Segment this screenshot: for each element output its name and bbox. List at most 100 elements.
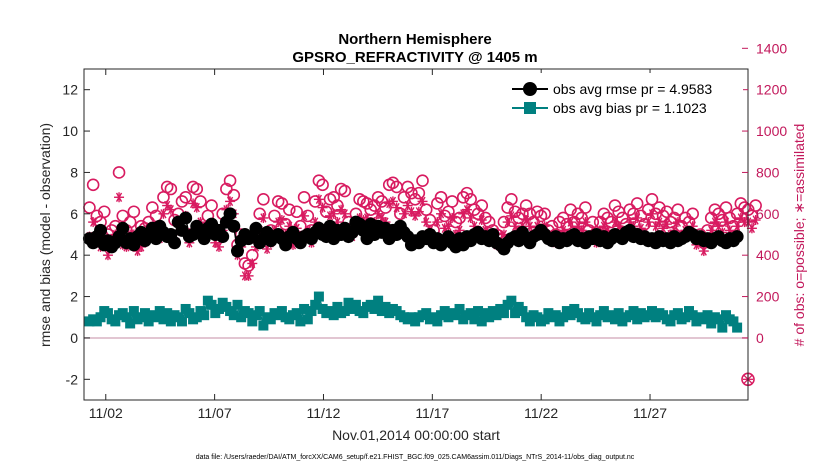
chart-title: Northern Hemisphere: [338, 31, 491, 48]
bias-point: [613, 308, 624, 319]
obs-possible-point: [553, 215, 566, 229]
bias-point: [276, 306, 287, 317]
obs-assimilated-point: [461, 204, 472, 215]
bias-point: [265, 314, 276, 325]
obs-possible-point: [749, 199, 762, 212]
bias-point: [728, 316, 739, 327]
bias-point: [476, 316, 487, 327]
rmse-point: [116, 221, 130, 235]
obs-possible-point: [205, 199, 218, 212]
obs-possible-point: [519, 199, 533, 212]
obs-possible-point: [608, 199, 622, 212]
bias-point: [580, 314, 591, 325]
obs-possible-point: [90, 209, 104, 223]
bias-point: [176, 316, 187, 327]
bias-point: [339, 306, 350, 317]
bias-point: [306, 306, 317, 317]
obs-possible-point: [175, 195, 189, 208]
bias-point: [591, 316, 602, 327]
bias-point: [162, 308, 173, 319]
x-axis-label: Nov.01,2014 00:00:00 start: [332, 427, 500, 443]
obs-possible-point: [327, 190, 341, 204]
obs-possible-point: [179, 190, 192, 204]
obs-assimilated-point: [721, 217, 732, 228]
chart-subtitle: GPSRO_REFRACTIVITY @ 1405 m: [292, 49, 537, 66]
bias-point: [454, 303, 465, 314]
obs-possible-point: [338, 184, 352, 198]
rmse-point: [249, 221, 263, 235]
x-tick-label: 11/02: [89, 405, 123, 421]
obs-assimilated-point: [750, 215, 761, 226]
bias-point: [236, 312, 247, 323]
y-ticks: -2 0 2 4 6 8 10 12: [62, 82, 90, 387]
legend-bias-label: obs avg bias pr = 1.1023: [553, 100, 707, 116]
bias-point: [558, 312, 569, 323]
obs-possible-point: [316, 178, 329, 192]
bias-point: [228, 310, 239, 321]
x-tick-label: 11/17: [415, 405, 449, 421]
obs-possible-point: [257, 193, 270, 206]
bias-point: [154, 306, 165, 317]
bias-point: [632, 314, 643, 325]
bias-point: [299, 303, 310, 314]
bias-point: [247, 316, 258, 327]
obs-possible-point: [516, 207, 529, 221]
obs-assimilated-point: [417, 196, 428, 207]
legend: obs avg rmse pr = 4.9583 obs avg bias pr…: [505, 73, 743, 119]
legend-bias-marker: [524, 102, 536, 114]
obs-possible-point: [460, 186, 474, 200]
obs-possible-point: [371, 190, 385, 204]
obs-assimilated-point: [609, 217, 620, 228]
bias-point: [291, 308, 302, 319]
bias-point: [687, 310, 698, 321]
y-tick-label: 4: [70, 247, 78, 263]
y2-tick-label: 200: [756, 289, 780, 305]
bias-point: [243, 308, 254, 319]
bias-point: [165, 316, 176, 327]
bias-point: [510, 308, 521, 319]
obs-possible-point: [564, 203, 577, 216]
rmse-point: [197, 232, 211, 246]
bias-point: [350, 299, 361, 310]
obs-assimilated-point: [406, 206, 417, 217]
obs-possible-point: [623, 203, 637, 216]
bias-point: [665, 316, 676, 327]
obs-possible-point: [164, 182, 178, 196]
obs-assimilated-point: [399, 208, 410, 219]
obs-assimilated-point: [632, 212, 643, 223]
bias-point: [672, 308, 683, 319]
plot-frame: [83, 68, 749, 401]
obs-assimilated-point: [572, 221, 583, 232]
obs-assimilated-point: [247, 258, 258, 269]
bias-point: [143, 316, 154, 327]
obs-assimilated-point: [258, 212, 269, 223]
x-tick-label: 11/27: [633, 405, 667, 421]
bias-point: [680, 312, 691, 323]
bias-point: [254, 306, 265, 317]
obs-assimilated-point: [213, 241, 224, 252]
obs-possible-point: [734, 197, 748, 210]
obs-assimilated-point: [313, 194, 324, 205]
obs-possible-point: [431, 197, 444, 210]
obs-assimilated-point: [336, 204, 347, 215]
y2-tick-label: 1200: [756, 82, 787, 98]
bias-point: [213, 303, 224, 314]
obs-possible-point: [445, 195, 459, 208]
rmse-point: [216, 230, 230, 244]
y2-tick-label: 400: [756, 247, 780, 263]
bias-point: [95, 312, 106, 323]
obs-possible-point: [671, 203, 685, 216]
bias-point: [598, 306, 609, 317]
bias-point: [373, 295, 384, 306]
obs-possible-point: [630, 197, 644, 210]
bias-point: [469, 314, 480, 325]
obs-assimilated-point: [646, 208, 657, 219]
bias-point: [439, 306, 450, 317]
bias-point: [184, 308, 195, 319]
rmse-point: [179, 211, 193, 225]
bias-point: [473, 306, 484, 317]
obs-possible-point: [653, 201, 666, 214]
obs-assimilated-point: [165, 204, 176, 215]
obs-assimilated-point: [476, 215, 487, 226]
